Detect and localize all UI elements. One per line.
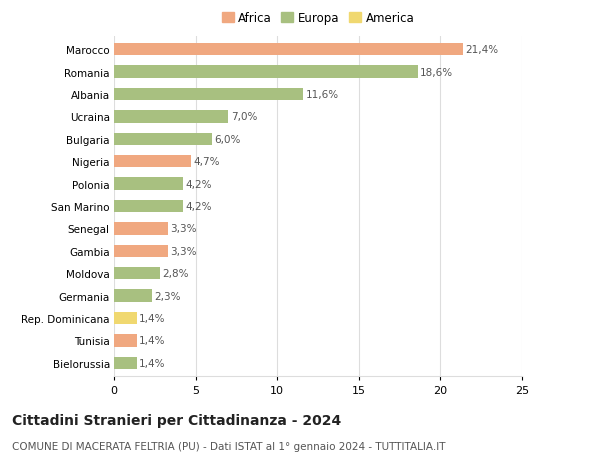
Text: 2,8%: 2,8% — [162, 269, 188, 279]
Bar — [114, 134, 212, 146]
Bar — [114, 89, 304, 101]
Bar — [114, 312, 137, 325]
Bar — [114, 223, 168, 235]
Bar — [114, 357, 137, 369]
Bar — [114, 245, 168, 257]
Text: 3,3%: 3,3% — [170, 246, 197, 256]
Text: 3,3%: 3,3% — [170, 224, 197, 234]
Text: 21,4%: 21,4% — [466, 45, 499, 55]
Bar — [114, 156, 191, 168]
Bar — [114, 268, 160, 280]
Text: 7,0%: 7,0% — [230, 112, 257, 122]
Text: 4,7%: 4,7% — [193, 157, 220, 167]
Text: COMUNE DI MACERATA FELTRIA (PU) - Dati ISTAT al 1° gennaio 2024 - TUTTITALIA.IT: COMUNE DI MACERATA FELTRIA (PU) - Dati I… — [12, 441, 445, 451]
Bar — [114, 201, 182, 213]
Bar — [114, 44, 463, 56]
Text: 2,3%: 2,3% — [154, 291, 181, 301]
Text: 11,6%: 11,6% — [306, 90, 339, 100]
Text: 4,2%: 4,2% — [185, 179, 211, 189]
Text: 1,4%: 1,4% — [139, 313, 166, 323]
Text: Cittadini Stranieri per Cittadinanza - 2024: Cittadini Stranieri per Cittadinanza - 2… — [12, 413, 341, 427]
Bar — [114, 111, 228, 123]
Text: 1,4%: 1,4% — [139, 336, 166, 346]
Bar — [114, 178, 182, 190]
Bar — [114, 335, 137, 347]
Text: 1,4%: 1,4% — [139, 358, 166, 368]
Text: 18,6%: 18,6% — [420, 67, 453, 78]
Bar — [114, 67, 418, 78]
Text: 6,0%: 6,0% — [214, 134, 241, 145]
Legend: Africa, Europa, America: Africa, Europa, America — [220, 10, 416, 28]
Text: 4,2%: 4,2% — [185, 202, 211, 212]
Bar — [114, 290, 152, 302]
